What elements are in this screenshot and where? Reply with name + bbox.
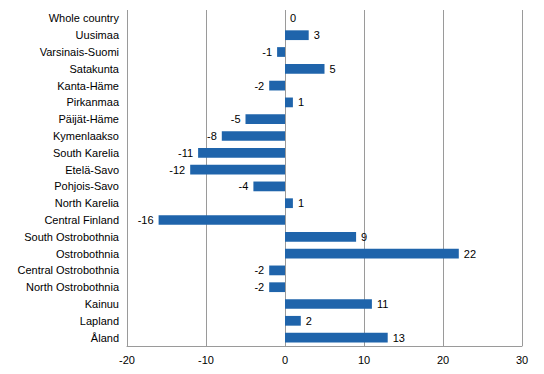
svg-text:-16: -16 (138, 214, 154, 226)
svg-text:South Karelia: South Karelia (53, 147, 120, 159)
svg-text:Kymenlaakso: Kymenlaakso (53, 130, 119, 142)
svg-text:5: 5 (330, 63, 336, 75)
svg-text:-4: -4 (239, 180, 249, 192)
svg-text:-2: -2 (254, 281, 264, 293)
svg-text:Lapland: Lapland (80, 315, 119, 327)
svg-text:Päijät-Häme: Päijät-Häme (58, 113, 119, 125)
svg-text:3: 3 (314, 29, 320, 41)
svg-text:North Ostrobothnia: North Ostrobothnia (26, 281, 120, 293)
svg-text:Ostrobothnia: Ostrobothnia (56, 248, 120, 260)
svg-text:Pirkanmaa: Pirkanmaa (66, 96, 119, 108)
svg-text:13: 13 (393, 332, 405, 344)
svg-text:30: 30 (516, 354, 528, 366)
svg-text:Uusimaa: Uusimaa (76, 29, 120, 41)
svg-text:Whole country: Whole country (49, 12, 120, 24)
svg-text:Varsinais-Suomi: Varsinais-Suomi (40, 46, 119, 58)
svg-text:-5: -5 (231, 113, 241, 125)
svg-text:1: 1 (298, 96, 304, 108)
svg-text:Åland: Åland (91, 332, 119, 344)
svg-text:-1: -1 (262, 46, 272, 58)
svg-text:0: 0 (282, 354, 288, 366)
svg-text:-2: -2 (254, 80, 264, 92)
svg-text:Satakunta: Satakunta (69, 63, 119, 75)
svg-text:9: 9 (361, 231, 367, 243)
svg-text:South Ostrobothnia: South Ostrobothnia (24, 231, 120, 243)
svg-text:Kanta-Häme: Kanta-Häme (57, 80, 119, 92)
svg-text:-8: -8 (207, 130, 217, 142)
svg-text:20: 20 (437, 354, 449, 366)
svg-text:Pohjois-Savo: Pohjois-Savo (54, 180, 119, 192)
svg-text:Kainuu: Kainuu (85, 298, 119, 310)
svg-text:11: 11 (377, 298, 388, 310)
svg-text:2: 2 (306, 315, 312, 327)
svg-text:22: 22 (464, 248, 476, 260)
svg-text:-12: -12 (169, 164, 185, 176)
svg-text:-20: -20 (119, 354, 135, 366)
svg-text:-2: -2 (254, 264, 264, 276)
svg-text:-11: -11 (178, 147, 193, 159)
svg-text:Central Ostrobothnia: Central Ostrobothnia (18, 264, 120, 276)
svg-text:-10: -10 (198, 354, 214, 366)
svg-text:Central Finland: Central Finland (44, 214, 119, 226)
svg-text:10: 10 (358, 354, 370, 366)
svg-text:Etelä-Savo: Etelä-Savo (65, 164, 119, 176)
svg-text:1: 1 (298, 197, 304, 209)
svg-text:North Karelia: North Karelia (55, 197, 120, 209)
svg-text:0: 0 (290, 12, 296, 24)
